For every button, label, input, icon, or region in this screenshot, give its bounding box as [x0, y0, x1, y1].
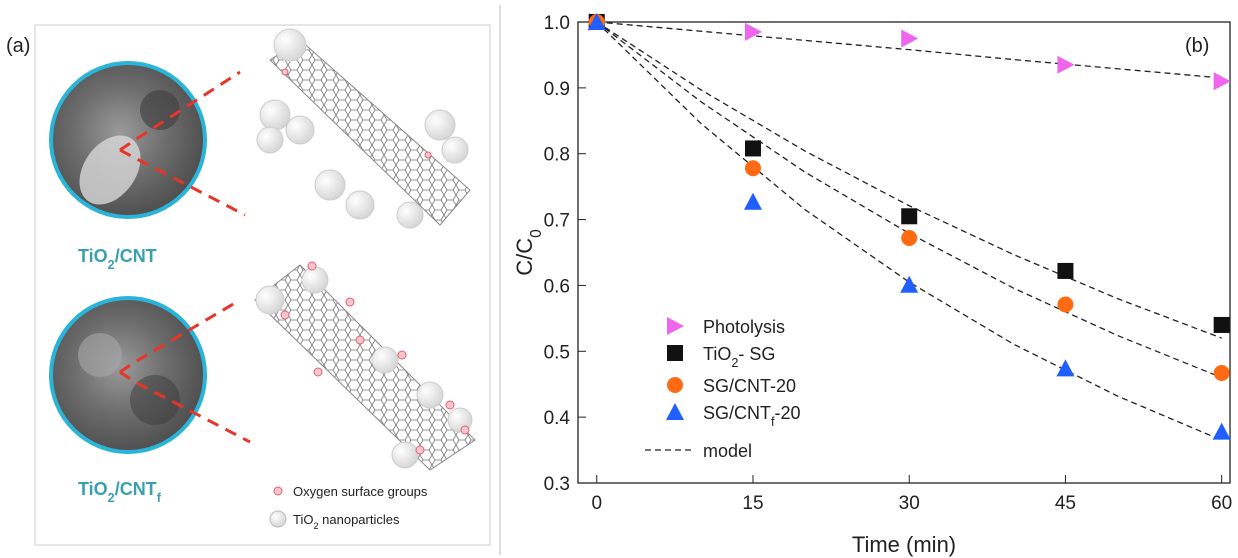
model-curve: [596, 21, 1222, 339]
legend-swatch: [667, 377, 683, 393]
legend-label: SG/CNT-20: [703, 376, 796, 396]
x-tick-label: 15: [742, 493, 763, 514]
sample-label: TiO2/CNTf: [78, 479, 162, 505]
model-curve: [596, 21, 1222, 79]
sample-label: TiO2/CNT: [78, 246, 157, 272]
legend-label-part: SG/CNT-20: [703, 376, 796, 396]
legend-label-part: -20: [775, 403, 801, 423]
legend-label-part: TiO: [703, 344, 731, 364]
marker: [1057, 55, 1075, 74]
legend-label-part: 2: [313, 521, 318, 531]
marker: [1213, 316, 1230, 333]
marker: [587, 13, 606, 30]
legend-label: Oxygen surface groups: [293, 484, 428, 499]
y-tick-label: 0.6: [544, 276, 570, 297]
model-curve: [596, 21, 1222, 379]
legend-swatch: [667, 317, 684, 335]
marker: [1057, 296, 1074, 313]
sample-label-part: 2: [108, 258, 115, 272]
sample-label-part: 2: [108, 491, 115, 505]
legend-label-part: 2: [731, 356, 738, 370]
marker: [901, 230, 918, 247]
legend-swatch: [269, 510, 287, 528]
marker: [744, 160, 761, 177]
y-tick-label: 1.0: [544, 13, 570, 34]
y-tick-label: 0.8: [544, 145, 570, 166]
cnt-illustration: [256, 28, 471, 229]
marker: [1057, 262, 1074, 279]
legend-label-part: SG/CNT: [703, 403, 771, 423]
y-tick-label: 0.7: [544, 211, 570, 232]
zoom-lines: [119, 70, 251, 444]
sample-label-part: TiO: [78, 246, 108, 266]
y-tick-label: 0.5: [544, 342, 570, 363]
y-axis-title-part: 0: [528, 229, 545, 238]
marker: [1213, 72, 1231, 91]
legend-swatch: [666, 403, 684, 420]
marker: [1213, 365, 1230, 382]
legend-label-part: TiO: [293, 512, 313, 527]
tem-image: [49, 296, 207, 454]
legend-label-part: nanoparticles: [319, 512, 400, 527]
model-curve: [596, 21, 1222, 441]
sample-label-part: /CNT: [115, 246, 157, 266]
legend-swatch: [667, 345, 683, 361]
legend-swatch: [273, 486, 283, 496]
sample-label-part: TiO: [78, 479, 108, 499]
legend-label: TiO2- SG: [703, 344, 775, 370]
legend-label: Photolysis: [703, 317, 785, 337]
legend-label: TiO2 nanoparticles: [293, 512, 400, 531]
sample-label-part: /CNT: [115, 479, 157, 499]
cnt-illustration: [254, 68, 476, 471]
marker: [744, 140, 761, 157]
x-tick-label: 30: [899, 493, 920, 514]
panel-label: (a): [6, 35, 30, 57]
marker: [1056, 359, 1075, 377]
legend-label: model: [703, 441, 752, 461]
x-tick-label: 60: [1211, 493, 1232, 514]
x-tick-label: 45: [1055, 493, 1076, 514]
y-axis-title-part: C/C: [512, 238, 537, 276]
legend-label: SG/CNTf-20: [703, 403, 801, 429]
x-tick-label: 0: [591, 493, 602, 514]
tem-image: [49, 61, 207, 219]
y-tick-label: 0.9: [544, 79, 570, 100]
sample-label-part: f: [157, 491, 162, 505]
marker: [900, 275, 919, 293]
x-axis-title: Time (min): [852, 532, 956, 557]
legend-label-part: f: [771, 415, 775, 429]
marker: [1212, 422, 1231, 440]
legend-label-part: - SG: [738, 344, 775, 364]
marker: [901, 29, 919, 48]
panel-label: (b): [1185, 35, 1209, 57]
y-tick-label: 0.3: [544, 474, 570, 495]
marker: [743, 192, 762, 210]
marker: [901, 208, 918, 225]
y-axis-title: C/C0: [512, 229, 545, 275]
y-tick-label: 0.4: [544, 408, 571, 429]
plot-frame: [577, 21, 1231, 484]
marker: [744, 22, 762, 41]
